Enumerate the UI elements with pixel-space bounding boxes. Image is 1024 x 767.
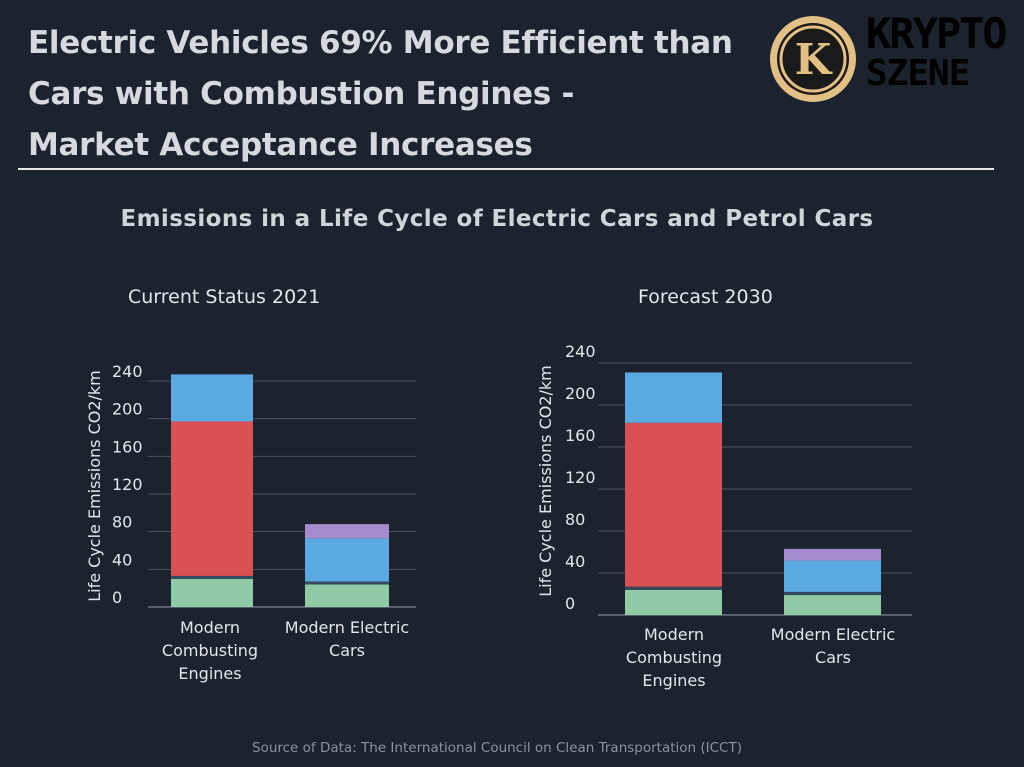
x-category-label: Cars (815, 648, 851, 667)
logo-badge-letter: K (795, 35, 833, 84)
y-tick-label: 160 (565, 426, 596, 445)
source-note: Source of Data: The International Counci… (252, 740, 742, 756)
y-tick-label: 160 (112, 437, 143, 456)
bar-segment (171, 575, 253, 579)
logo-wordmark: KRYPTO SZENE (866, 9, 1008, 96)
bar-segment (305, 524, 389, 539)
headline-line-1: Electric Vehicles 69% More Efficient tha… (28, 25, 733, 61)
x-category-label: Cars (329, 641, 365, 660)
x-category-label: Modern Electric (285, 618, 409, 637)
x-category-label: Modern (644, 625, 704, 644)
bar-segment (625, 586, 722, 590)
bar-segment (784, 560, 881, 592)
x-category-label: Combusting (626, 648, 722, 667)
y-tick-label: 80 (112, 513, 132, 532)
x-category-label: Modern (180, 618, 240, 637)
logo-line-2: SZENE (866, 53, 970, 94)
bar-segment (171, 421, 253, 576)
x-category-label: Engines (178, 664, 241, 683)
x-category-label: Combusting (162, 641, 258, 660)
y-tick-label: 80 (565, 510, 585, 529)
bar-segment (305, 581, 389, 585)
bar-segment (625, 372, 722, 423)
bar-segment (625, 589, 722, 615)
logo: K KRYPTO SZENE (768, 10, 1018, 105)
y-tick-label: 240 (565, 342, 596, 361)
bar-segment (784, 595, 881, 615)
y-tick-label: 200 (112, 400, 143, 419)
x-category-label: Engines (642, 671, 705, 690)
headline-line-3: Market Acceptance Increases (28, 127, 533, 163)
chart-title: Emissions in a Life Cycle of Electric Ca… (120, 206, 874, 232)
panel-title-2021: Current Status 2021 (128, 286, 321, 308)
logo-badge-icon: K (770, 16, 856, 102)
bar-segment (625, 422, 722, 587)
panel-title-2030: Forecast 2030 (638, 286, 773, 308)
y-tick-label: 40 (112, 550, 132, 569)
headline: Electric Vehicles 69% More Efficient tha… (28, 18, 748, 171)
y-axis-label: Life Cycle Emissions CO2/km (536, 365, 555, 597)
title-divider (18, 168, 994, 170)
y-tick-label: 0 (112, 588, 122, 607)
y-axis-label: Life Cycle Emissions CO2/km (85, 370, 104, 602)
y-tick-label: 240 (112, 362, 143, 381)
y-tick-label: 40 (565, 552, 585, 571)
logo-line-1: KRYPTO (866, 9, 1008, 58)
y-tick-label: 0 (565, 594, 575, 613)
bar-segment (305, 538, 389, 582)
bar-segment (305, 584, 389, 607)
headline-line-2: Cars with Combustion Engines - (28, 76, 575, 112)
bar-segment (171, 578, 253, 607)
bar-segment (784, 591, 881, 596)
bar-segment (171, 374, 253, 422)
y-tick-label: 120 (112, 475, 143, 494)
bar-segment (784, 548, 881, 561)
y-tick-label: 120 (565, 468, 596, 487)
x-category-label: Modern Electric (771, 625, 895, 644)
y-tick-label: 200 (565, 384, 596, 403)
